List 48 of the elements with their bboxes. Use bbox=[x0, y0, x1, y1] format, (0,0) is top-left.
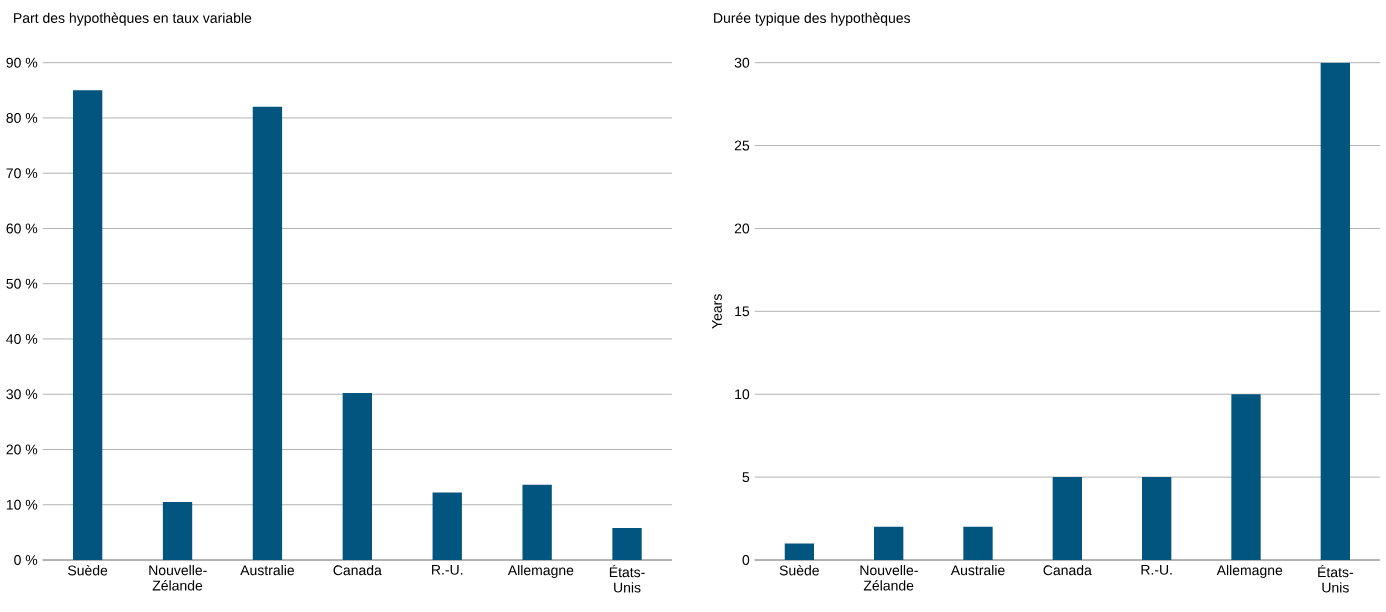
bar bbox=[1320, 62, 1350, 560]
y-tick-label: 30 % bbox=[6, 389, 38, 400]
bar bbox=[252, 106, 283, 560]
bar bbox=[162, 501, 193, 560]
x-tick-label: R.-U. bbox=[432, 564, 463, 575]
bar bbox=[1231, 394, 1261, 560]
x-tick-label: Nouvelle-Zélande bbox=[860, 564, 918, 591]
x-tick-label: Allemagne bbox=[1216, 564, 1283, 578]
y-tick-label: 80 % bbox=[6, 112, 38, 123]
x-tick-label: Allemagne bbox=[507, 564, 574, 578]
bar bbox=[963, 526, 993, 560]
x-tick-label: États-Unis bbox=[609, 564, 645, 593]
bar bbox=[1052, 477, 1082, 560]
x-tick-label: Suède bbox=[779, 564, 819, 576]
bar bbox=[342, 393, 372, 560]
y-tick-label: 0 bbox=[742, 555, 750, 565]
chart-title: Durée typique des hypothèques bbox=[714, 12, 911, 26]
bar bbox=[784, 543, 815, 560]
x-tick-label: Nouvelle-Zélande bbox=[149, 564, 207, 591]
y-tick-label: 0 % bbox=[14, 555, 38, 565]
y-tick-label: 15 bbox=[735, 306, 750, 317]
x-tick-label: Australie bbox=[240, 564, 295, 576]
y-tick-label: 30 bbox=[734, 57, 750, 68]
y-tick-label: 5 bbox=[742, 472, 750, 483]
x-tick-label: Suède bbox=[68, 564, 108, 576]
y-tick-label: 40 % bbox=[6, 334, 38, 344]
y-tick-label: 10 bbox=[735, 389, 750, 400]
y-tick-label: 20 % bbox=[6, 444, 38, 455]
x-tick-label: Australie bbox=[950, 564, 1005, 576]
bar bbox=[874, 526, 904, 560]
x-tick-label: R.-U. bbox=[1141, 564, 1172, 575]
x-tick-label: États-Unis bbox=[1318, 564, 1353, 593]
y-tick-label: 10 % bbox=[6, 499, 38, 510]
y-tick-label: 50 % bbox=[6, 278, 38, 289]
y-tick-label: 25 bbox=[734, 140, 750, 151]
x-tick-label: Canada bbox=[1043, 564, 1092, 576]
y-tick-label: 70 % bbox=[6, 168, 38, 179]
bar bbox=[612, 527, 642, 560]
x-tick-label: Canada bbox=[333, 564, 382, 576]
bar bbox=[1142, 477, 1172, 560]
bar bbox=[72, 90, 103, 560]
y-tick-label: 90 % bbox=[6, 57, 38, 68]
chart-title: Part des hypothèques en taux variable bbox=[14, 12, 252, 26]
bar bbox=[522, 484, 552, 560]
bar bbox=[432, 492, 462, 560]
y-tick-label: 20 bbox=[734, 223, 750, 234]
y-tick-label: 60 % bbox=[6, 223, 38, 234]
y-axis-title: Years bbox=[712, 294, 722, 329]
